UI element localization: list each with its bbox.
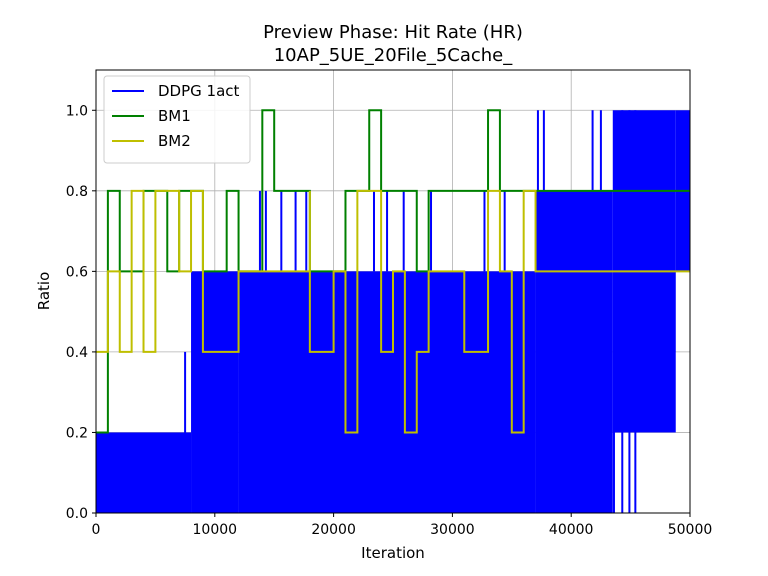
y-tick-label: 0.6	[66, 264, 88, 280]
x-tick-label: 20000	[311, 522, 356, 538]
x-tick-label: 0	[92, 522, 101, 538]
ddpg-oscillation-band	[238, 271, 536, 513]
legend: DDPG 1act BM1 BM2	[103, 75, 251, 164]
bm2-line	[96, 189, 690, 434]
y-tick-label: 0.8	[66, 184, 88, 200]
x-tick-label: 40000	[549, 522, 594, 538]
series-1-group	[96, 109, 690, 434]
bm1-line	[96, 109, 690, 434]
ddpg-oscillation-band	[96, 432, 192, 513]
plot-area	[96, 109, 690, 513]
y-tick-label: 1.0	[66, 103, 88, 119]
axis-ticks: 0 10000 20000 30000 40000 50000 0.0 0.2 0.4 0.6 0.…	[66, 103, 713, 538]
legend-label: DDPG 1act	[158, 82, 240, 100]
x-tick-label: 10000	[193, 522, 238, 538]
x-axis-title: Iteration	[361, 544, 425, 562]
ddpg-oscillation-band	[191, 271, 239, 513]
series-0-group	[96, 110, 690, 513]
chart-title: Preview Phase: Hit Rate (HR)	[263, 22, 523, 43]
chart-subtitle: 10AP_5UE_20File_5Cache_	[274, 45, 514, 66]
y-tick-label: 0.4	[66, 345, 88, 361]
x-tick-label: 30000	[430, 522, 475, 538]
series-2-group	[96, 189, 690, 434]
x-tick-label: 50000	[668, 522, 713, 538]
legend-label: BM2	[158, 132, 191, 150]
y-tick-label: 0.0	[66, 506, 88, 522]
legend-label: BM1	[158, 107, 191, 125]
y-axis-title: Ratio	[35, 272, 53, 311]
axes-frame	[95, 69, 691, 514]
ddpg-oscillation-band	[535, 190, 613, 513]
y-tick-label: 0.2	[66, 425, 88, 441]
